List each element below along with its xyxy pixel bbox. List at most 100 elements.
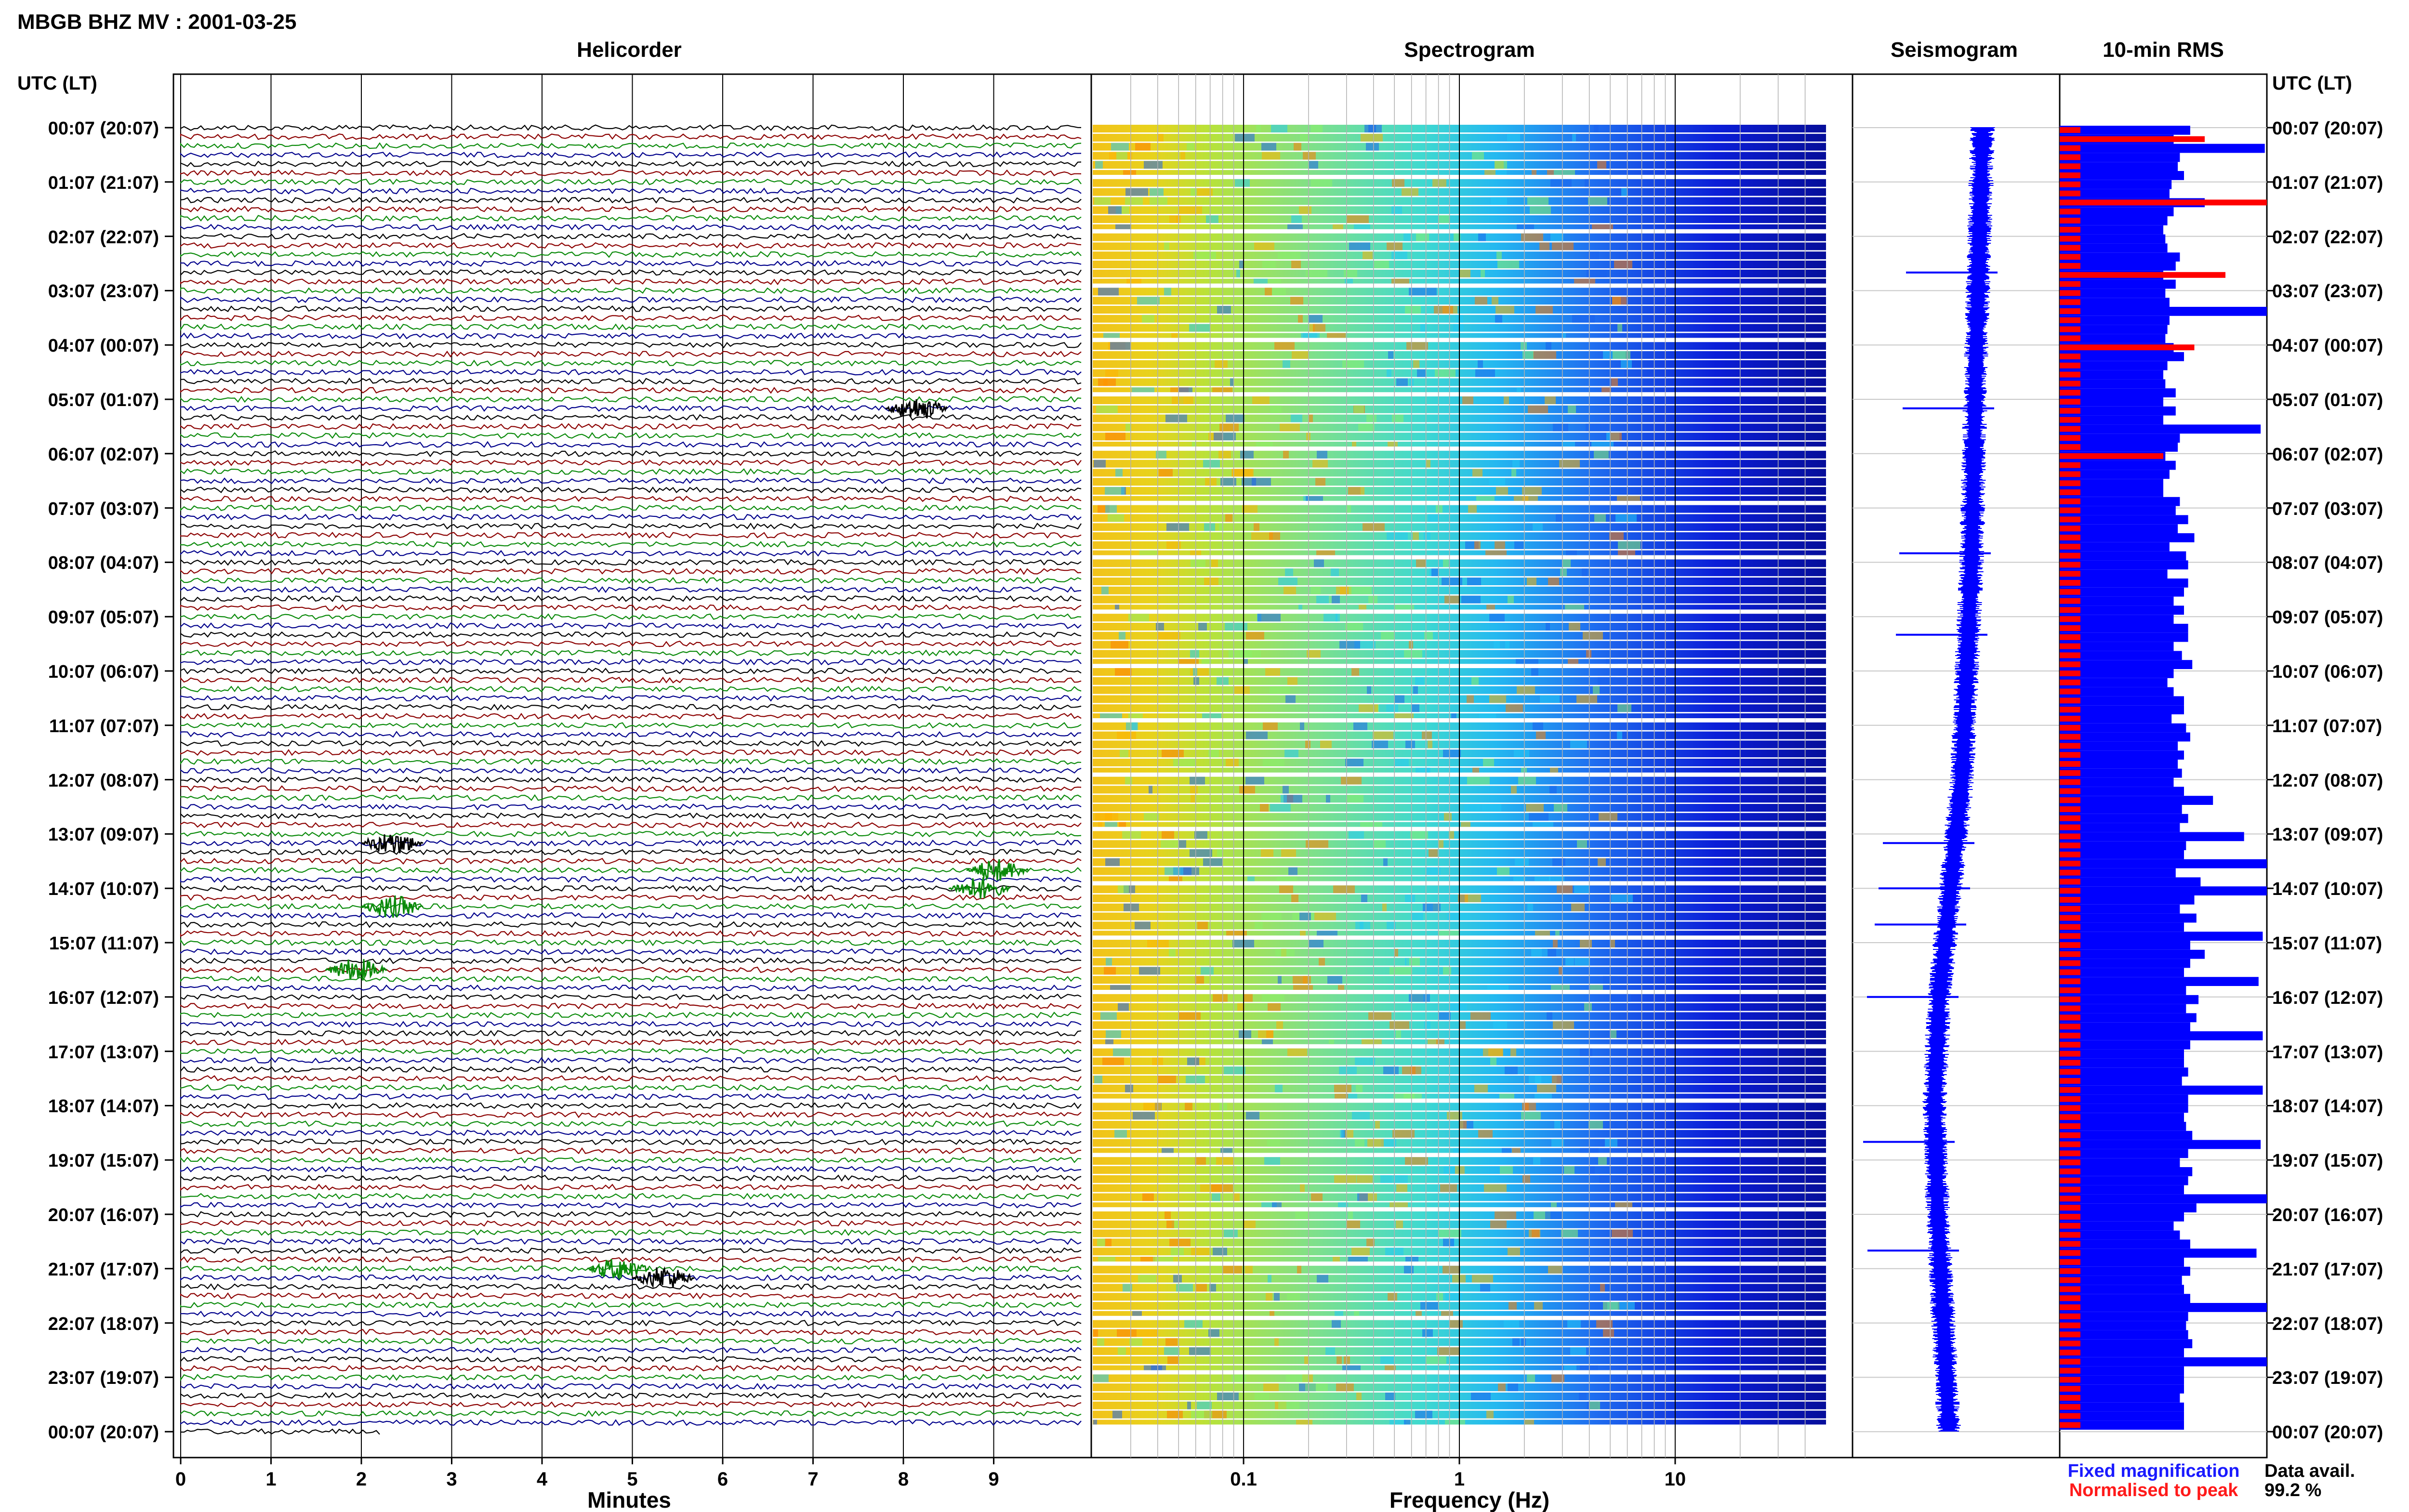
spectrogram-speckle — [1333, 1257, 1340, 1262]
spectrogram-speckle — [1494, 641, 1500, 649]
rms-normalised-bar — [2060, 462, 2080, 468]
rms-fixed-bar — [2060, 1303, 2267, 1312]
rms-normalised-bar — [2060, 209, 2080, 215]
spectrogram-speckle — [1310, 324, 1315, 332]
spectrogram-speckle — [1442, 578, 1462, 585]
right-time-tick-label: 00:07 (20:07) — [2272, 118, 2383, 139]
rms-fixed-bar — [2060, 1402, 2184, 1412]
helicorder-trace — [180, 803, 1082, 811]
spectrogram-speckle — [1467, 578, 1481, 585]
spectrogram-speckle — [1270, 405, 1282, 413]
spectrogram-speckle — [1495, 315, 1502, 323]
spectrogram-speckle — [1580, 940, 1592, 947]
rms-fixed-bar — [2060, 397, 2163, 407]
spectrogram-speckle — [1142, 1193, 1154, 1201]
rms-fixed-bar — [2060, 262, 2176, 271]
rms-fixed-bar — [2060, 488, 2163, 497]
spectrogram-speckle — [1125, 423, 1131, 432]
helicorder-event — [966, 859, 1029, 881]
spectrogram-speckle — [1570, 740, 1587, 749]
spectrogram-speckle — [1515, 858, 1529, 866]
spectrogram-speckle — [1149, 786, 1152, 794]
helicorder-trace — [180, 1301, 1082, 1309]
spectrogram-speckle — [1491, 197, 1507, 205]
helicorder-trace — [180, 1193, 1082, 1200]
spectrogram-speckle — [1351, 1248, 1370, 1256]
spectrogram-speckle — [1621, 188, 1627, 196]
spectrogram-speckle — [1391, 278, 1409, 284]
spectrogram-speckle — [1156, 450, 1166, 459]
helicorder-trace — [180, 1428, 380, 1435]
spectrogram-speckle — [1104, 967, 1116, 975]
rms-normalised-bar — [2060, 344, 2195, 351]
rms-fixed-bar — [2060, 687, 2174, 697]
helicorder-trace — [180, 658, 1082, 666]
rms-fixed-bar — [2060, 977, 2259, 986]
rms-fixed-bar — [2060, 189, 2170, 198]
spectrogram-speckle — [1588, 197, 1607, 205]
spectrogram-speckle — [1354, 1311, 1359, 1316]
rms-fixed-bar — [2060, 1221, 2174, 1231]
spectrogram-speckle — [1098, 288, 1119, 296]
helicorder-trace — [180, 214, 1082, 222]
rms-fixed-bar — [2060, 1131, 2193, 1140]
spectrogram-speckle — [1164, 288, 1171, 296]
spectrogram-speckle — [1424, 631, 1433, 640]
spectrogram-speckle — [1194, 831, 1207, 839]
spectrogram-speckle — [1332, 595, 1340, 604]
spectrogram-speckle — [1380, 1175, 1392, 1183]
spectrogram-speckle — [1621, 360, 1632, 368]
spectrogram-speckle — [1390, 1021, 1409, 1029]
rms-normalised-bar — [2060, 589, 2080, 595]
rms-fixed-bar — [2060, 1040, 2190, 1050]
spectrogram-speckle — [1484, 1184, 1507, 1192]
spectrogram-speckle — [1349, 831, 1364, 839]
left-time-tick-label: 13:07 (09:07) — [48, 825, 159, 845]
rms-normalised-bar — [2060, 498, 2080, 504]
rms-fixed-bar — [2060, 1149, 2188, 1158]
rms-normalised-bar — [2060, 1322, 2080, 1328]
spectrogram-speckle — [1518, 776, 1536, 785]
rms-normalised-bar — [2060, 842, 2080, 849]
rms-normalised-bar — [2060, 987, 2080, 993]
spectrogram-speckle — [1296, 1420, 1312, 1425]
spectrogram-speckle — [1584, 1003, 1592, 1011]
right-time-tick-label: 11:07 (07:07) — [2272, 716, 2382, 736]
helicorder-trace — [180, 206, 1082, 213]
spectrogram-speckle — [1195, 1157, 1206, 1165]
helicorder-trace — [180, 1057, 1082, 1064]
rms-normalised-bar — [2060, 679, 2080, 685]
spectrogram-speckle — [1502, 1148, 1511, 1153]
spectrogram-speckle — [1285, 568, 1293, 577]
spectrogram-speckle — [1382, 903, 1387, 911]
rms-normalised-bar — [2060, 1350, 2080, 1355]
spectrogram-speckle — [1594, 514, 1606, 522]
spectrogram-speckle — [1226, 414, 1244, 422]
helicorder-trace — [180, 387, 1082, 394]
spectrogram-speckle — [1348, 1257, 1368, 1262]
spectrogram-speckle — [1498, 1383, 1506, 1392]
helicorder-trace — [180, 269, 1082, 276]
spectrogram-speckle — [1545, 1211, 1562, 1219]
spectrogram-speckle — [1553, 940, 1558, 947]
spectrogram-speckle — [1533, 523, 1543, 531]
helicorder-trace — [180, 278, 1082, 286]
spectrogram-speckle — [1423, 903, 1441, 911]
rms-fixed-bar — [2060, 1185, 2184, 1195]
spectrogram-speckle — [1219, 1103, 1227, 1111]
rms-fixed-bar — [2060, 941, 2190, 950]
rms-fixed-bar — [2060, 171, 2184, 180]
spectrogram-speckle — [1135, 921, 1151, 930]
helicorder-trace — [180, 178, 1082, 185]
spectrogram-speckle — [1526, 804, 1544, 812]
rms-normalised-bar — [2060, 1060, 2080, 1066]
spectrogram-speckle — [1299, 206, 1311, 214]
spectrogram-speckle — [1517, 387, 1521, 393]
spectrogram-speckle — [1405, 306, 1421, 314]
rms-fixed-bar — [2060, 1384, 2184, 1394]
spectrogram-speckle — [1527, 903, 1533, 911]
spectrogram-speckle — [1260, 804, 1269, 812]
spectrogram-speckle — [1283, 450, 1289, 459]
spectrogram-speckle — [1283, 360, 1290, 368]
spectrogram-speckle — [1615, 1202, 1632, 1208]
